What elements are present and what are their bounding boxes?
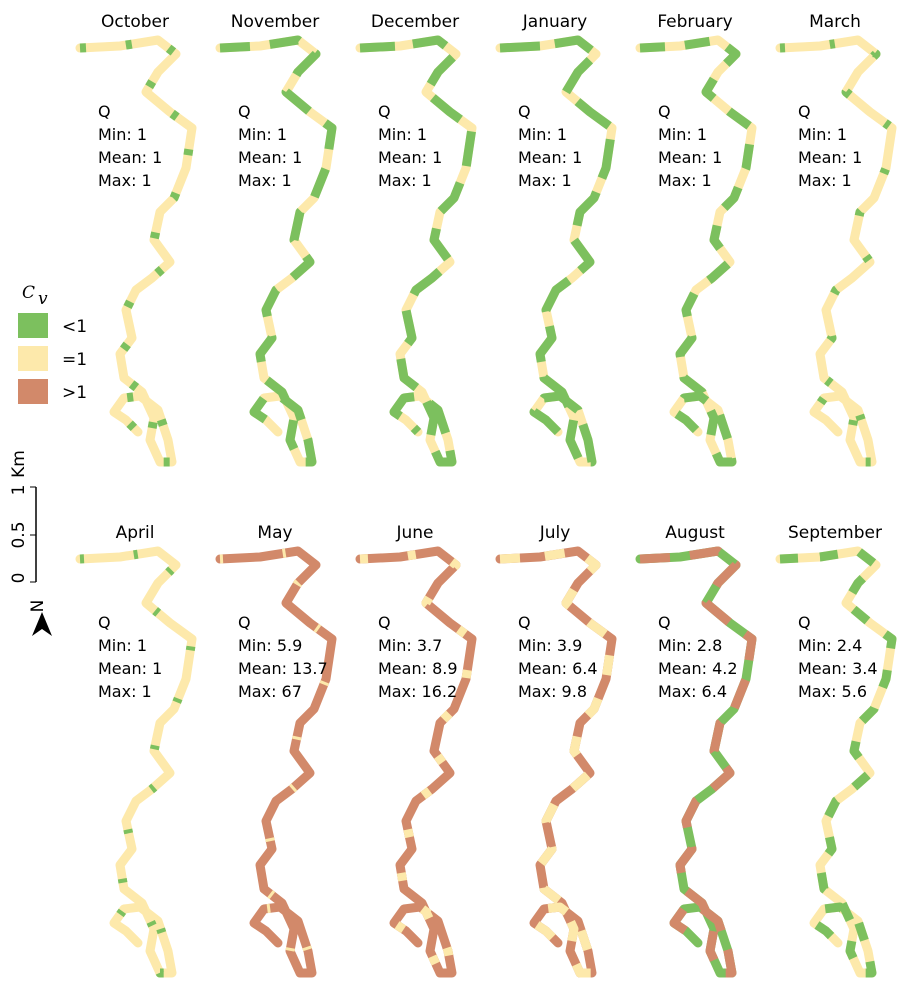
- q-min: Min: 2.4: [798, 636, 862, 655]
- q-mean: Mean: 6.4: [518, 659, 598, 678]
- q-q: Q: [658, 102, 671, 121]
- q-mean: Mean: 1: [378, 148, 442, 167]
- q-q: Q: [378, 613, 391, 632]
- q-min: Min: 2.8: [658, 636, 722, 655]
- month-title: May: [257, 523, 292, 543]
- q-max: Max: 16.2: [378, 682, 457, 701]
- legend-swatch: [18, 313, 48, 338]
- scale-label: 0: [9, 573, 29, 584]
- q-min: Min: 1: [658, 125, 707, 144]
- q-max: Max: 1: [238, 171, 292, 190]
- river: [780, 40, 892, 462]
- river-overlay: [500, 551, 612, 973]
- river-overlay: [780, 551, 892, 973]
- river-body: [640, 551, 752, 973]
- month-title: January: [522, 12, 587, 32]
- q-max: Max: 9.8: [518, 682, 587, 701]
- q-max: Max: 67: [238, 682, 302, 701]
- q-max: Max: 1: [798, 171, 852, 190]
- river: [220, 551, 332, 973]
- q-min: Min: 3.7: [378, 636, 442, 655]
- q-mean: Mean: 1: [798, 148, 862, 167]
- river: [640, 40, 752, 462]
- month-title: August: [665, 523, 725, 543]
- river: [640, 551, 752, 973]
- q-q: Q: [658, 613, 671, 632]
- q-mean: Mean: 4.2: [658, 659, 738, 678]
- month-title: November: [231, 12, 319, 32]
- legend-swatch: [18, 379, 48, 404]
- river: [500, 551, 612, 973]
- legend-label: <1: [62, 317, 87, 337]
- river: [220, 40, 332, 462]
- legend-symbol: C: [22, 283, 35, 303]
- q-max: Max: 1: [518, 171, 572, 190]
- q-min: Min: 5.9: [238, 636, 302, 655]
- q-mean: Mean: 1: [98, 659, 162, 678]
- scale-unit: Km: [9, 450, 29, 478]
- river-body: [360, 40, 472, 462]
- month-title: February: [657, 12, 732, 32]
- river-body: [80, 551, 192, 973]
- river-body: [220, 40, 332, 462]
- q-min: Min: 1: [378, 125, 427, 144]
- q-min: Min: 1: [518, 125, 567, 144]
- scale-label: 0.5: [9, 521, 29, 548]
- river-body: [80, 40, 192, 462]
- q-min: Min: 1: [798, 125, 847, 144]
- legend-label: =1: [62, 350, 87, 370]
- month-title: December: [371, 12, 459, 32]
- river: [360, 40, 472, 462]
- q-q: Q: [518, 613, 531, 632]
- q-q: Q: [98, 613, 111, 632]
- q-min: Min: 1: [98, 636, 147, 655]
- q-q: Q: [238, 613, 251, 632]
- north-label: N: [28, 600, 48, 613]
- river: [80, 551, 192, 973]
- q-mean: Mean: 1: [518, 148, 582, 167]
- q-mean: Mean: 1: [98, 148, 162, 167]
- river-overlay: [500, 40, 612, 462]
- q-q: Q: [798, 102, 811, 121]
- month-title: April: [116, 523, 155, 543]
- north-arrow: [32, 612, 52, 636]
- q-max: Max: 5.6: [798, 682, 867, 701]
- month-title: June: [395, 523, 433, 543]
- q-max: Max: 1: [378, 171, 432, 190]
- month-title: July: [539, 523, 571, 543]
- river-body: [780, 40, 892, 462]
- river-body: [220, 551, 332, 973]
- q-max: Max: 1: [658, 171, 712, 190]
- q-min: Min: 3.9: [518, 636, 582, 655]
- month-title: March: [809, 12, 861, 32]
- river-body: [360, 551, 472, 973]
- river: [500, 40, 612, 462]
- q-q: Q: [98, 102, 111, 121]
- river: [360, 551, 472, 973]
- q-q: Q: [518, 102, 531, 121]
- q-q: Q: [378, 102, 391, 121]
- q-mean: Mean: 1: [658, 148, 722, 167]
- scale-label: 1: [9, 485, 29, 496]
- q-mean: Mean: 3.4: [798, 659, 878, 678]
- q-mean: Mean: 8.9: [378, 659, 458, 678]
- month-title: September: [788, 523, 882, 543]
- q-mean: Mean: 13.7: [238, 659, 328, 678]
- q-q: Q: [798, 613, 811, 632]
- q-mean: Mean: 1: [238, 148, 302, 167]
- month-title: October: [101, 12, 169, 32]
- q-max: Max: 1: [98, 171, 152, 190]
- q-max: Max: 1: [98, 682, 152, 701]
- legend-swatch: [18, 346, 48, 371]
- legend-label: >1: [62, 383, 87, 403]
- river: [80, 40, 192, 462]
- q-q: Q: [238, 102, 251, 121]
- q-min: Min: 1: [98, 125, 147, 144]
- river-overlay: [640, 40, 752, 462]
- q-max: Max: 6.4: [658, 682, 727, 701]
- legend-subscript: v: [38, 289, 48, 309]
- figure: C v Km 1 0.5 0 N <1 =1 >1 October Q Min: 1 Mea…: [0, 0, 901, 998]
- river: [780, 551, 892, 973]
- q-min: Min: 1: [238, 125, 287, 144]
